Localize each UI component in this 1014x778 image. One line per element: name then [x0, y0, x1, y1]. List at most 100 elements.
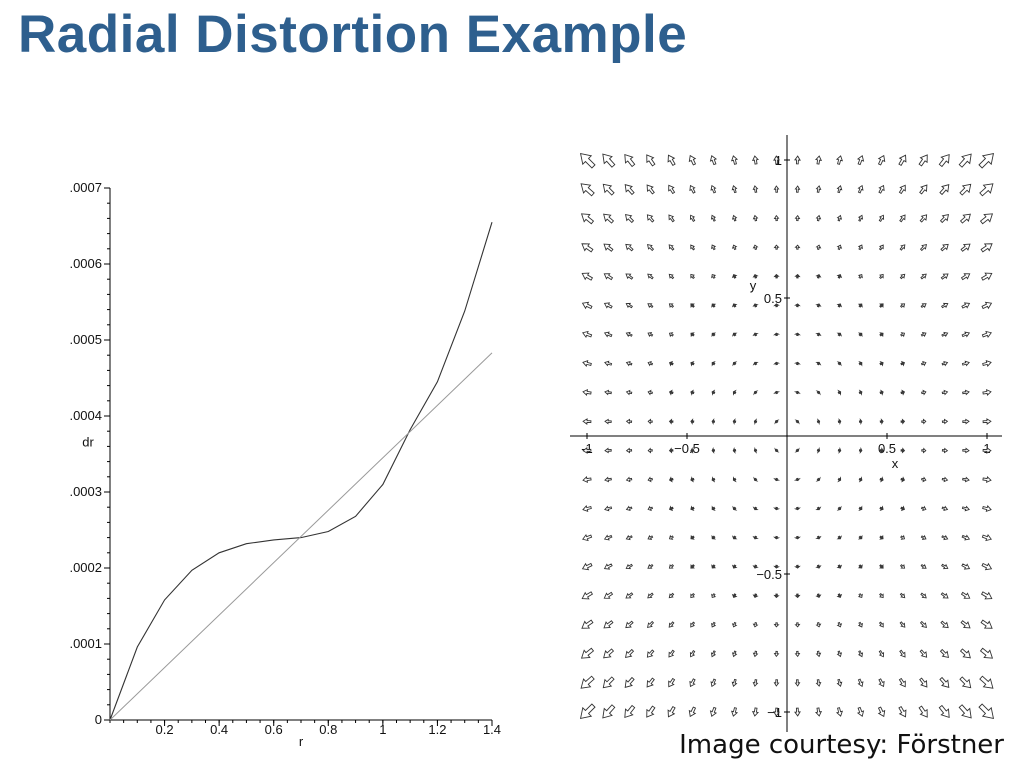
- field-arrow: [668, 332, 674, 338]
- field-arrow: [625, 476, 633, 483]
- field-arrow-shape: [982, 447, 992, 454]
- field-arrow: [878, 214, 885, 222]
- field-arrow: [979, 675, 994, 689]
- field-arrow-shape: [752, 273, 759, 279]
- field-arrow-shape: [879, 360, 884, 367]
- field-arrow-shape: [959, 648, 971, 659]
- field-arrow-shape: [837, 418, 842, 426]
- field-arrow-shape: [690, 303, 695, 308]
- field-arrow-shape: [625, 331, 633, 338]
- field-arrow: [900, 418, 906, 425]
- field-arrow: [794, 155, 801, 165]
- field-arrow-shape: [710, 678, 717, 688]
- field-arrow: [979, 647, 994, 659]
- field-arrow: [752, 273, 759, 279]
- field-arrow-shape: [752, 679, 759, 687]
- field-arrow: [668, 476, 674, 483]
- field-arrow: [960, 273, 971, 281]
- field-arrow-shape: [960, 620, 971, 629]
- field-arrow: [980, 272, 993, 281]
- field-arrow-shape: [794, 679, 801, 687]
- field-arrow-shape: [960, 591, 971, 599]
- field-arrow: [668, 447, 674, 454]
- field-arrow-shape: [980, 243, 993, 253]
- field-arrow-shape: [581, 619, 594, 629]
- field-arrow-shape: [773, 303, 780, 308]
- field-arrow-shape: [939, 184, 950, 196]
- field-arrow-shape: [752, 535, 759, 540]
- field-arrow-shape: [794, 185, 801, 193]
- field-arrow-shape: [731, 564, 738, 569]
- field-arrow: [899, 244, 906, 251]
- field-arrow: [753, 476, 759, 482]
- field-arrow-shape: [667, 705, 676, 718]
- field-arrow: [752, 244, 759, 250]
- field-arrow: [580, 675, 595, 689]
- field-arrow-shape: [711, 244, 717, 251]
- field-arrow-shape: [711, 534, 717, 540]
- field-arrow-shape: [962, 447, 970, 454]
- field-arrow-shape: [899, 592, 906, 599]
- field-arrow: [773, 564, 780, 569]
- field-arrow-shape: [980, 272, 993, 281]
- field-arrow-shape: [835, 155, 844, 165]
- field-arrow: [920, 534, 927, 540]
- field-arrow-shape: [918, 705, 928, 718]
- field-arrow: [857, 621, 863, 628]
- field-arrow: [959, 676, 972, 689]
- field-arrow: [667, 154, 676, 167]
- field-arrow: [961, 563, 971, 570]
- field-arrow: [857, 303, 863, 308]
- field-arrow-shape: [899, 564, 906, 569]
- field-arrow: [815, 564, 822, 569]
- field-arrow-shape: [899, 273, 906, 280]
- field-arrow: [625, 331, 633, 338]
- field-arrow: [898, 184, 906, 195]
- field-arrow-shape: [836, 361, 842, 367]
- field-arrow: [837, 446, 842, 454]
- field-arrow: [773, 332, 781, 337]
- field-arrow-shape: [581, 272, 594, 281]
- field-arrow: [625, 592, 634, 599]
- field-arrow-shape: [836, 332, 843, 337]
- field-arrow: [857, 214, 864, 222]
- field-arrow: [857, 244, 863, 251]
- field-arrow-shape: [732, 389, 737, 396]
- field-arrow-shape: [711, 303, 717, 308]
- field-arrow-shape: [899, 649, 906, 658]
- field-arrow-shape: [603, 331, 613, 338]
- linear-reference-line: [109, 352, 493, 721]
- field-arrow: [879, 303, 884, 308]
- field-arrow: [603, 648, 615, 659]
- field-arrow-shape: [603, 213, 615, 224]
- field-arrow: [980, 619, 993, 629]
- field-arrow-shape: [625, 592, 634, 599]
- field-arrow: [646, 184, 655, 195]
- field-arrow: [752, 679, 759, 687]
- field-arrow: [690, 592, 695, 599]
- field-arrow-shape: [711, 564, 717, 569]
- field-arrow: [581, 243, 594, 253]
- field-arrow: [690, 332, 695, 338]
- field-arrow-shape: [579, 152, 596, 169]
- field-arrow: [730, 707, 739, 717]
- field-arrow: [858, 418, 863, 426]
- field-arrow-shape: [711, 593, 717, 599]
- field-arrow-shape: [731, 650, 738, 658]
- field-arrow-shape: [815, 185, 822, 193]
- field-arrow: [753, 390, 759, 396]
- field-arrow: [879, 418, 884, 425]
- field-arrow: [858, 389, 863, 396]
- field-arrow: [668, 564, 675, 569]
- field-arrow-shape: [878, 184, 885, 194]
- field-arrow: [857, 564, 863, 569]
- field-arrow-shape: [625, 476, 633, 483]
- field-arrow-shape: [625, 418, 633, 425]
- field-arrow-shape: [837, 446, 842, 454]
- field-arrow: [879, 273, 884, 280]
- field-arrow-shape: [941, 360, 949, 367]
- field-arrow: [773, 707, 780, 717]
- field-arrow: [898, 705, 907, 718]
- field-arrow-shape: [815, 650, 822, 658]
- field-arrow-shape: [710, 184, 717, 194]
